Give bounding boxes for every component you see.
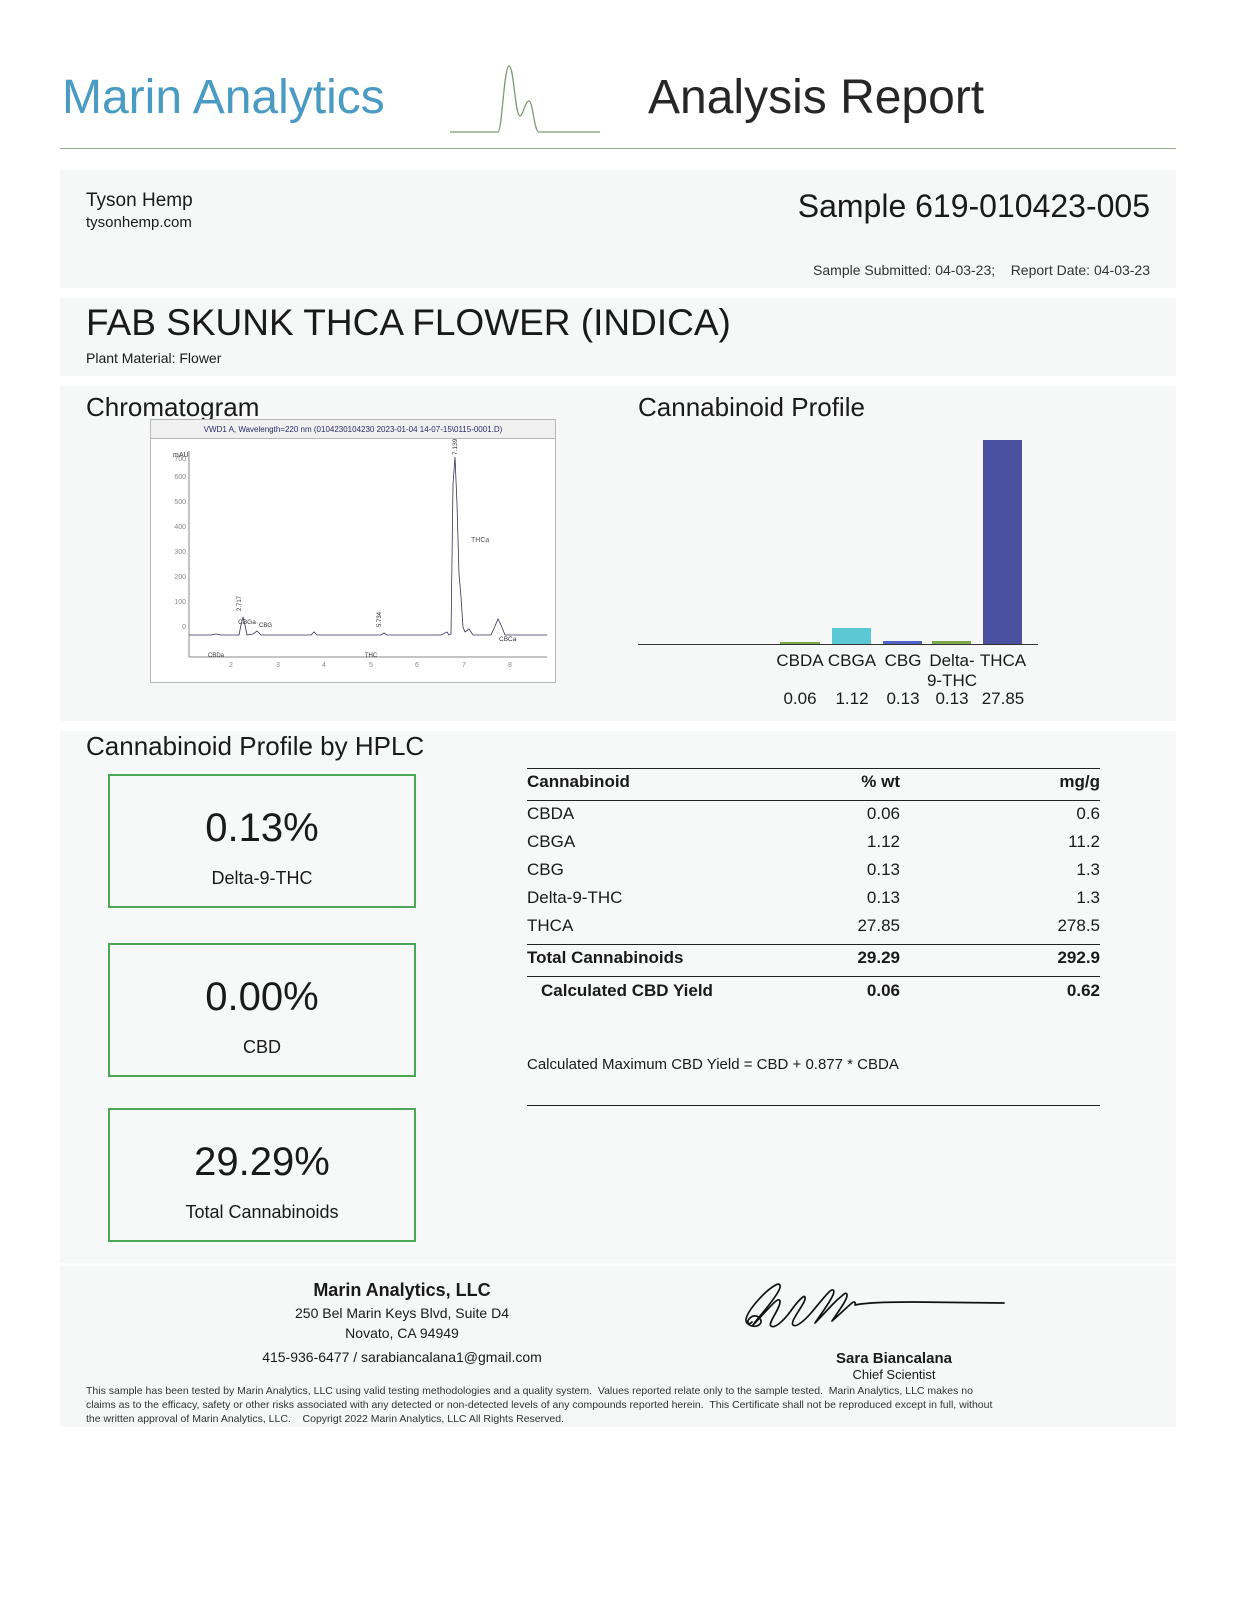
- svg-text:500: 500: [174, 499, 186, 506]
- svg-text:7.139: 7.139: [452, 439, 459, 455]
- svg-text:CBDa: CBDa: [208, 653, 225, 659]
- svg-text:CBGa: CBGa: [238, 619, 256, 626]
- svg-text:4: 4: [322, 662, 326, 669]
- svg-text:CBG: CBG: [259, 623, 272, 629]
- svg-text:3: 3: [276, 662, 280, 669]
- svg-text:THCa: THCa: [471, 537, 489, 544]
- svg-text:0: 0: [182, 624, 186, 631]
- svg-text:mAU: mAU: [173, 452, 189, 459]
- svg-text:2: 2: [229, 662, 233, 669]
- svg-text:600: 600: [174, 474, 186, 481]
- svg-text:5.734: 5.734: [377, 611, 383, 627]
- svg-text:400: 400: [174, 524, 186, 531]
- svg-text:CBCa: CBCa: [499, 636, 517, 643]
- svg-text:8: 8: [508, 662, 512, 669]
- svg-text:300: 300: [174, 549, 186, 556]
- svg-text:200: 200: [174, 574, 186, 581]
- svg-text:THC: THC: [365, 653, 378, 659]
- svg-text:7: 7: [462, 662, 466, 669]
- svg-text:2.717: 2.717: [237, 595, 243, 611]
- svg-text:5: 5: [369, 662, 373, 669]
- svg-text:6: 6: [415, 662, 419, 669]
- svg-text:100: 100: [174, 599, 186, 606]
